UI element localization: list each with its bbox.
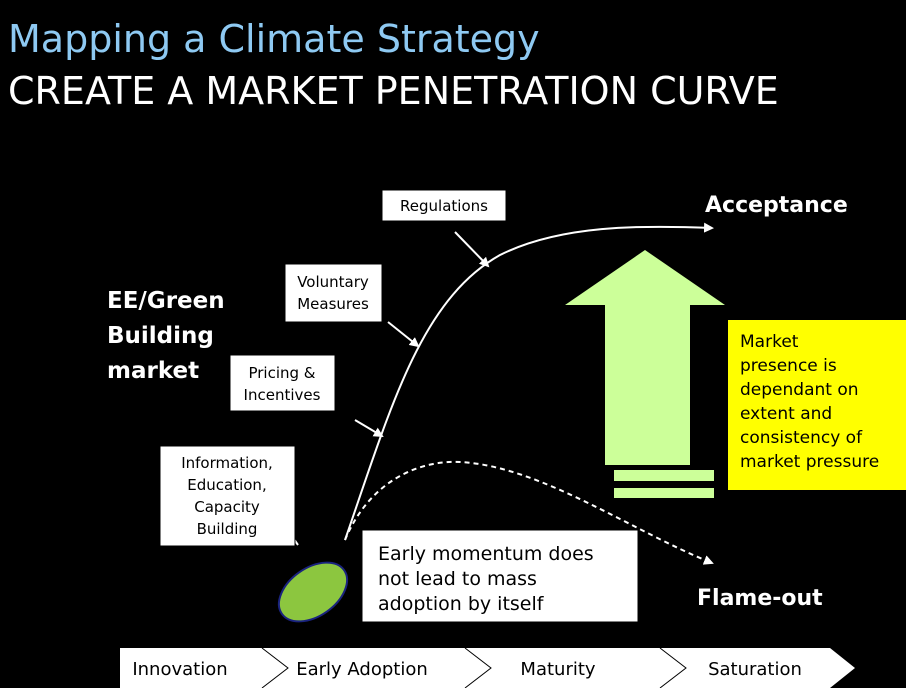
- driver-box: [159, 445, 296, 547]
- text-line: Regulations: [400, 197, 488, 215]
- text-line: adoption by itself: [378, 593, 545, 615]
- text-line: Market: [740, 332, 799, 352]
- text-line: Building: [107, 323, 214, 349]
- text-line: Education,: [187, 476, 266, 494]
- pressure-box: [728, 320, 906, 490]
- driver-label: Information, Education, Capacity Building: [181, 454, 273, 538]
- phase-label: Maturity: [520, 659, 595, 680]
- phase-dividers: [261, 647, 687, 688]
- market-label: EE/Green Building market: [107, 288, 225, 384]
- driver-label: Voluntary Measures: [297, 273, 369, 313]
- pressure-arrow: [565, 250, 725, 498]
- phase-label: Saturation: [708, 659, 802, 680]
- driver-box: [229, 354, 336, 412]
- text-line: Pricing &: [248, 364, 315, 382]
- text-line: market: [107, 358, 199, 384]
- title: Mapping a Climate Strategy: [8, 17, 540, 61]
- text-line: consistency of: [740, 428, 863, 448]
- pressure-note: Market presence is dependant on extent and c…: [740, 332, 879, 472]
- driver-box: [284, 263, 383, 323]
- phase-bar: [120, 648, 855, 688]
- subtitle: CREATE A MARKET PENETRATION CURVE: [8, 69, 779, 113]
- momentum-note: Early momentum does not lead to mass adopt…: [378, 543, 594, 615]
- text-line: market pressure: [740, 452, 879, 472]
- text-line: not lead to mass: [378, 568, 537, 590]
- text-line: dependant on: [740, 380, 859, 400]
- text-line: Capacity: [194, 498, 260, 516]
- text-line: Information,: [181, 454, 273, 472]
- flameout-label: Flame-out: [697, 586, 823, 611]
- momentum-box: [361, 529, 639, 623]
- phase-label: Early Adoption: [296, 659, 428, 680]
- text-line: extent and: [740, 404, 832, 424]
- driver-label: Pricing & Incentives: [244, 364, 321, 404]
- phase-label: Innovation: [132, 659, 227, 680]
- driver-box: [381, 189, 507, 222]
- text-line: Voluntary: [297, 273, 369, 291]
- driver-label: Regulations: [400, 197, 488, 215]
- text-line: Early momentum does: [378, 543, 594, 565]
- text-line: Measures: [297, 295, 369, 313]
- early-adopters-blob: [277, 561, 349, 623]
- acceptance-label: Acceptance: [705, 193, 848, 218]
- text-line: EE/Green: [107, 288, 225, 314]
- flameout-curve: [344, 460, 714, 565]
- text-line: Incentives: [244, 386, 321, 404]
- text-line: Building: [197, 520, 258, 538]
- text-line: presence is: [740, 356, 837, 376]
